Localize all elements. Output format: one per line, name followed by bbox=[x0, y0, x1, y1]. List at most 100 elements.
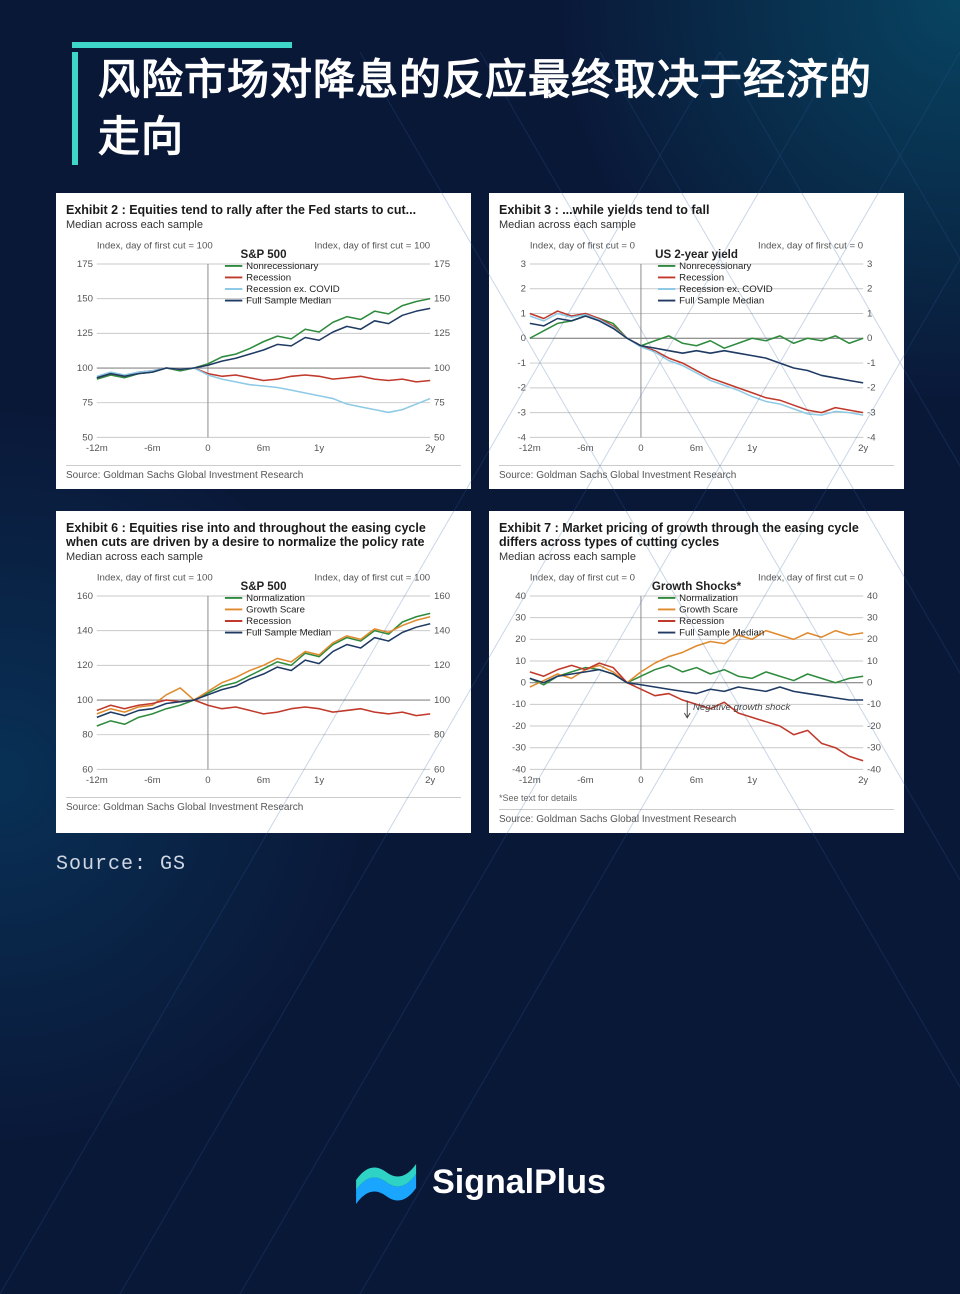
svg-text:140: 140 bbox=[77, 625, 93, 636]
svg-text:120: 120 bbox=[77, 660, 93, 671]
svg-text:6m: 6m bbox=[690, 775, 703, 786]
chart-subtitle: Median across each sample bbox=[66, 219, 461, 231]
svg-text:6m: 6m bbox=[257, 443, 270, 454]
svg-text:50: 50 bbox=[82, 433, 93, 444]
svg-text:-12m: -12m bbox=[86, 775, 108, 786]
svg-text:1: 1 bbox=[521, 309, 526, 320]
svg-text:100: 100 bbox=[77, 695, 93, 706]
svg-text:1y: 1y bbox=[747, 443, 757, 454]
svg-text:Growth Shocks*: Growth Shocks* bbox=[652, 581, 742, 593]
chart-area: Index, day of first cut = 100 Index, day … bbox=[66, 237, 461, 459]
svg-text:0: 0 bbox=[205, 443, 210, 454]
svg-text:-40: -40 bbox=[867, 764, 881, 775]
svg-text:175: 175 bbox=[77, 259, 93, 270]
svg-text:Index, day of first cut = 100: Index, day of first cut = 100 bbox=[314, 241, 430, 252]
svg-text:Recession ex. COVID: Recession ex. COVID bbox=[679, 284, 773, 295]
chart-source: Source: Goldman Sachs Global Investment … bbox=[66, 797, 461, 813]
svg-text:10: 10 bbox=[867, 656, 878, 667]
svg-text:2: 2 bbox=[521, 284, 526, 295]
svg-text:0: 0 bbox=[638, 775, 643, 786]
chart-source: Source: Goldman Sachs Global Investment … bbox=[499, 809, 894, 825]
svg-text:-6m: -6m bbox=[577, 775, 594, 786]
brand-logo: SignalPlus bbox=[354, 1160, 606, 1204]
svg-text:80: 80 bbox=[82, 730, 93, 741]
svg-text:Recession: Recession bbox=[246, 273, 291, 284]
svg-text:140: 140 bbox=[434, 625, 450, 636]
svg-text:30: 30 bbox=[515, 612, 526, 623]
svg-text:60: 60 bbox=[82, 764, 93, 775]
svg-text:Recession: Recession bbox=[246, 616, 291, 627]
svg-text:-30: -30 bbox=[512, 743, 526, 754]
svg-text:-1: -1 bbox=[867, 358, 876, 369]
svg-text:Full Sample Median: Full Sample Median bbox=[246, 627, 331, 638]
svg-text:-10: -10 bbox=[867, 699, 881, 710]
svg-text:100: 100 bbox=[77, 363, 93, 374]
svg-text:Full Sample Median: Full Sample Median bbox=[246, 296, 331, 307]
chart-area: Index, day of first cut = 0 Index, day of… bbox=[499, 237, 894, 459]
svg-text:75: 75 bbox=[82, 398, 93, 409]
svg-text:US 2-year yield: US 2-year yield bbox=[655, 250, 738, 262]
chart-subtitle: Median across each sample bbox=[499, 219, 894, 231]
svg-text:20: 20 bbox=[867, 634, 878, 645]
svg-text:-6m: -6m bbox=[577, 443, 594, 454]
svg-text:60: 60 bbox=[434, 764, 445, 775]
svg-text:3: 3 bbox=[867, 259, 872, 270]
svg-text:-30: -30 bbox=[867, 743, 881, 754]
svg-text:-40: -40 bbox=[512, 764, 526, 775]
page-title-block: 风险市场对降息的反应最终取决于经济的走向 bbox=[72, 52, 904, 165]
svg-text:-2: -2 bbox=[517, 383, 526, 394]
svg-text:Index, day of first cut = 0: Index, day of first cut = 0 bbox=[530, 573, 635, 584]
svg-text:-12m: -12m bbox=[519, 775, 541, 786]
svg-text:-1: -1 bbox=[517, 358, 526, 369]
svg-text:Index, day of first cut = 100: Index, day of first cut = 100 bbox=[97, 241, 213, 252]
svg-text:75: 75 bbox=[434, 398, 445, 409]
svg-text:Index, day of first cut = 100: Index, day of first cut = 100 bbox=[97, 573, 213, 584]
svg-text:Nonrecessionary: Nonrecessionary bbox=[679, 261, 751, 272]
page-source-label: Source: GS bbox=[56, 853, 904, 876]
svg-text:2y: 2y bbox=[858, 775, 868, 786]
svg-text:-4: -4 bbox=[867, 433, 876, 444]
svg-text:80: 80 bbox=[434, 730, 445, 741]
chart-title: Exhibit 3 : ...while yields tend to fall bbox=[499, 203, 894, 217]
svg-text:Index, day of first cut = 0: Index, day of first cut = 0 bbox=[530, 241, 635, 252]
chart-area: Index, day of first cut = 100 Index, day … bbox=[66, 569, 461, 791]
svg-text:125: 125 bbox=[77, 329, 93, 340]
svg-text:-20: -20 bbox=[867, 721, 881, 732]
svg-text:100: 100 bbox=[434, 695, 450, 706]
svg-text:Full Sample Median: Full Sample Median bbox=[679, 296, 764, 307]
svg-text:40: 40 bbox=[515, 591, 526, 602]
svg-text:-3: -3 bbox=[867, 408, 876, 419]
svg-text:10: 10 bbox=[515, 656, 526, 667]
chart-card: Exhibit 3 : ...while yields tend to fall… bbox=[489, 193, 904, 489]
svg-text:1y: 1y bbox=[747, 775, 757, 786]
svg-text:Index, day of first cut = 100: Index, day of first cut = 100 bbox=[314, 573, 430, 584]
svg-text:-20: -20 bbox=[512, 721, 526, 732]
chart-source: Source: Goldman Sachs Global Investment … bbox=[499, 465, 894, 481]
svg-text:Index, day of first cut = 0: Index, day of first cut = 0 bbox=[758, 241, 863, 252]
svg-text:-12m: -12m bbox=[519, 443, 541, 454]
svg-text:S&P 500: S&P 500 bbox=[240, 250, 286, 262]
chart-source: Source: Goldman Sachs Global Investment … bbox=[66, 465, 461, 481]
svg-text:150: 150 bbox=[434, 294, 450, 305]
svg-text:-6m: -6m bbox=[144, 443, 161, 454]
svg-text:Recession ex. COVID: Recession ex. COVID bbox=[246, 284, 340, 295]
svg-text:0: 0 bbox=[867, 678, 872, 689]
brand-mark-icon bbox=[354, 1160, 418, 1204]
svg-text:100: 100 bbox=[434, 363, 450, 374]
svg-text:-6m: -6m bbox=[144, 775, 161, 786]
chart-card: Exhibit 7 : Market pricing of growth thr… bbox=[489, 511, 904, 833]
svg-text:-2: -2 bbox=[867, 383, 876, 394]
svg-text:Growth Scare: Growth Scare bbox=[679, 604, 738, 615]
chart-footnote: *See text for details bbox=[499, 793, 894, 803]
svg-text:20: 20 bbox=[515, 634, 526, 645]
svg-text:0: 0 bbox=[521, 334, 526, 345]
svg-text:-12m: -12m bbox=[86, 443, 108, 454]
svg-text:-3: -3 bbox=[517, 408, 526, 419]
svg-text:2y: 2y bbox=[858, 443, 868, 454]
svg-text:Growth Scare: Growth Scare bbox=[246, 604, 305, 615]
svg-text:0: 0 bbox=[521, 678, 526, 689]
svg-text:1y: 1y bbox=[314, 443, 324, 454]
svg-text:160: 160 bbox=[77, 591, 93, 602]
svg-text:50: 50 bbox=[434, 433, 445, 444]
svg-text:0: 0 bbox=[638, 443, 643, 454]
